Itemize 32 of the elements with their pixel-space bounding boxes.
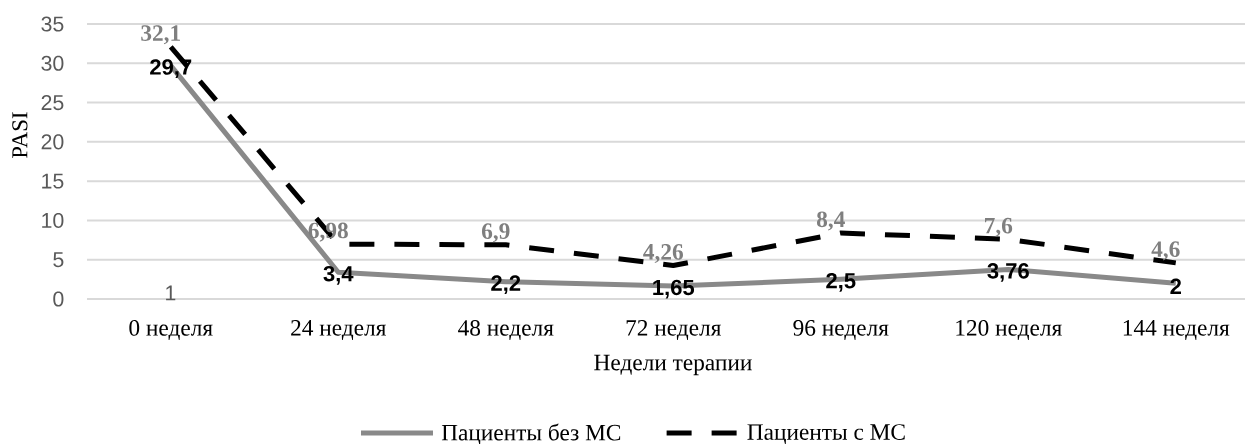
x-tick-label: 48 неделя <box>458 319 554 341</box>
data-label: 7,6 <box>985 217 1013 237</box>
data-label: 1,65 <box>653 279 695 299</box>
y-axis-title: PASI <box>12 112 28 158</box>
y-tick-label: 15 <box>42 173 64 189</box>
y-tick-label: 0 <box>53 291 64 307</box>
data-label: 32,1 <box>141 25 180 45</box>
y-tick-label: 5 <box>53 252 64 268</box>
data-label: 4,26 <box>643 244 683 264</box>
y-tick-label: 35 <box>41 16 64 32</box>
data-label: 2,5 <box>826 272 856 292</box>
data-label: 6,9 <box>481 223 510 243</box>
data-label: 2,2 <box>491 275 521 295</box>
data-label: 3,76 <box>987 263 1029 282</box>
x-tick-label: 72 неделя <box>626 320 721 340</box>
x-tick-label: 96 неделя <box>793 320 889 340</box>
y-tick-label: 20 <box>41 134 64 150</box>
annotation: 1 <box>166 285 176 301</box>
x-tick-label: 24 неделя <box>291 320 386 340</box>
data-label: 3,4 <box>323 265 354 285</box>
legend-label: Пациенты без МС <box>441 423 621 444</box>
data-label: 4,6 <box>1151 241 1180 261</box>
y-tick-label: 30 <box>41 55 64 71</box>
y-tick-label: 25 <box>41 95 64 111</box>
x-tick-label: 120 неделя <box>956 319 1062 341</box>
data-label: 8,4 <box>816 211 845 231</box>
data-label: 2 <box>1170 278 1181 294</box>
x-tick-label: 144 неделя <box>1123 320 1230 340</box>
x-axis-title: Недели терапии <box>594 354 752 376</box>
y-tick-label: 10 <box>42 212 64 228</box>
x-tick-label: 0 неделя <box>129 319 213 341</box>
legend-label: Пациенты с МС <box>747 424 905 444</box>
